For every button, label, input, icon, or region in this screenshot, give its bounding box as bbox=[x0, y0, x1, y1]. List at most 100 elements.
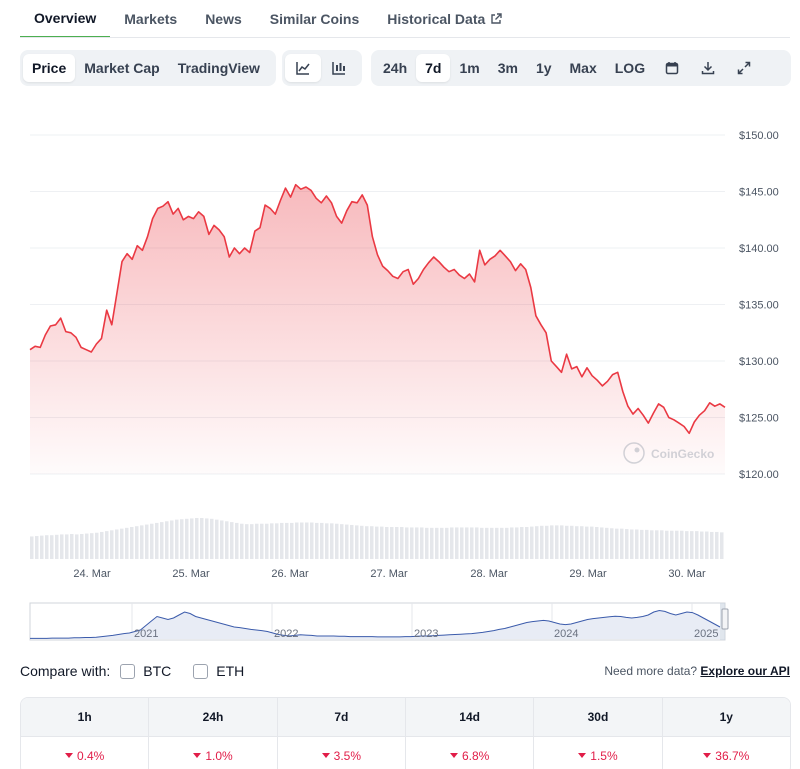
x-axis-labels: 24. Mar 25. Mar 26. Mar 27. Mar 28. Mar 29. M… bbox=[73, 568, 706, 580]
period-header: 14d bbox=[406, 698, 535, 736]
volume-bar bbox=[245, 524, 249, 559]
volume-bar bbox=[350, 524, 354, 559]
explore-api-link[interactable]: Explore our API bbox=[700, 664, 790, 678]
tab-similar-coins[interactable]: Similar Coins bbox=[269, 11, 360, 27]
volume-bar bbox=[190, 518, 194, 559]
volume-bar bbox=[500, 527, 504, 559]
y-tick-label: $125.00 bbox=[739, 413, 779, 425]
navigator-year-label: 2023 bbox=[414, 628, 438, 640]
volume-bar bbox=[310, 522, 314, 559]
compare-btc-checkbox[interactable]: BTC bbox=[120, 663, 171, 679]
volume-bars bbox=[30, 518, 724, 559]
market-cap-tab[interactable]: Market Cap bbox=[84, 60, 160, 76]
change-cell: 3.5% bbox=[278, 737, 406, 769]
volume-bar bbox=[645, 529, 649, 559]
volume-bar bbox=[405, 527, 409, 559]
volume-bar bbox=[620, 528, 624, 559]
tabs-divider bbox=[20, 37, 790, 38]
volume-bar bbox=[510, 527, 514, 559]
volume-bar bbox=[360, 525, 364, 559]
y-axis-labels: $150.00 $145.00 $140.00 $135.00 $130.00 $125.… bbox=[739, 130, 779, 481]
change-cell: 1.5% bbox=[534, 737, 663, 769]
volume-bar bbox=[265, 523, 269, 559]
volume-bar bbox=[160, 522, 164, 559]
period-header: 30d bbox=[534, 698, 663, 736]
volume-bar bbox=[450, 527, 454, 559]
volume-bar bbox=[550, 525, 554, 559]
volume-bar bbox=[540, 525, 544, 559]
change-cell: 0.4% bbox=[21, 737, 150, 769]
volume-bar bbox=[710, 531, 714, 559]
checkbox-box[interactable] bbox=[120, 663, 136, 679]
volume-bar bbox=[205, 518, 209, 559]
tab-news[interactable]: News bbox=[205, 11, 242, 27]
volume-bar bbox=[655, 530, 659, 559]
volume-bar bbox=[445, 527, 449, 559]
period-header: 1h bbox=[21, 698, 150, 736]
price-chart[interactable]: $150.00 $145.00 $140.00 $135.00 $130.00 $125.… bbox=[0, 95, 800, 655]
volume-bar bbox=[460, 527, 464, 559]
table-header-row: 1h 24h 7d 14d 30d 1y bbox=[21, 698, 790, 736]
compare-eth-checkbox[interactable]: ETH bbox=[193, 663, 244, 679]
tab-historical-data[interactable]: Historical Data bbox=[373, 0, 516, 38]
range-max[interactable]: Max bbox=[569, 60, 597, 76]
volume-bar bbox=[140, 525, 144, 559]
volume-bar bbox=[560, 525, 564, 559]
fullscreen-button[interactable] bbox=[726, 54, 762, 82]
change-cell: 1.0% bbox=[149, 737, 278, 769]
volume-bar bbox=[395, 527, 399, 559]
volume-bar bbox=[325, 523, 329, 559]
volume-bar bbox=[40, 535, 44, 559]
calendar-icon bbox=[665, 62, 679, 75]
line-chart-icon bbox=[296, 62, 310, 75]
volume-bar bbox=[335, 523, 339, 559]
range-1m[interactable]: 1m bbox=[459, 60, 480, 76]
period-header: 7d bbox=[278, 698, 406, 736]
volume-bar bbox=[565, 525, 569, 559]
volume-bar bbox=[295, 522, 299, 559]
volume-bar bbox=[50, 535, 54, 559]
period-header: 24h bbox=[149, 698, 278, 736]
volume-bar bbox=[600, 527, 604, 559]
volume-bar bbox=[585, 526, 589, 559]
tradingview-tab[interactable]: TradingView bbox=[177, 60, 260, 76]
volume-bar bbox=[290, 522, 294, 559]
volume-bar bbox=[110, 530, 114, 559]
volume-bar bbox=[100, 531, 104, 559]
volume-bar bbox=[275, 523, 279, 559]
volume-bar bbox=[200, 518, 204, 559]
volume-bar bbox=[70, 533, 74, 559]
volume-bar bbox=[320, 522, 324, 559]
volume-bar bbox=[535, 526, 539, 559]
volume-bar bbox=[590, 526, 594, 559]
navigator-handle[interactable] bbox=[721, 608, 729, 630]
table-row: 0.4% 1.0% 3.5% 6.8% 1.5% 36.7% bbox=[21, 736, 790, 769]
price-tab[interactable]: Price bbox=[23, 54, 76, 82]
tab-overview[interactable]: Overview bbox=[20, 0, 111, 38]
candlestick-button[interactable] bbox=[321, 54, 357, 82]
log-scale-toggle[interactable]: LOG bbox=[614, 60, 646, 76]
calendar-button[interactable] bbox=[654, 54, 690, 82]
volume-bar bbox=[105, 531, 109, 559]
volume-bar bbox=[410, 527, 414, 559]
volume-bar bbox=[125, 527, 129, 559]
line-chart-button[interactable] bbox=[285, 54, 321, 82]
volume-bar bbox=[45, 535, 49, 559]
volume-bar bbox=[375, 526, 379, 559]
volume-bar bbox=[455, 527, 459, 559]
candlestick-icon bbox=[332, 62, 345, 75]
chart-type-selector: Price Market Cap TradingView bbox=[20, 50, 276, 86]
compare-with: Compare with: BTC ETH bbox=[20, 660, 266, 682]
range-1y[interactable]: 1y bbox=[535, 60, 552, 76]
download-button[interactable] bbox=[690, 54, 726, 82]
checkbox-box[interactable] bbox=[193, 663, 209, 679]
range-7d[interactable]: 7d bbox=[416, 54, 451, 82]
range-3m[interactable]: 3m bbox=[497, 60, 518, 76]
tab-markets[interactable]: Markets bbox=[124, 11, 178, 27]
range-navigator[interactable]: 2021 2022 2023 2024 2025 bbox=[29, 602, 729, 641]
period-header: 1y bbox=[719, 710, 733, 724]
volume-bar bbox=[130, 527, 134, 559]
range-24h[interactable]: 24h bbox=[383, 60, 408, 76]
volume-bar bbox=[400, 527, 404, 559]
volume-bar bbox=[480, 527, 484, 559]
